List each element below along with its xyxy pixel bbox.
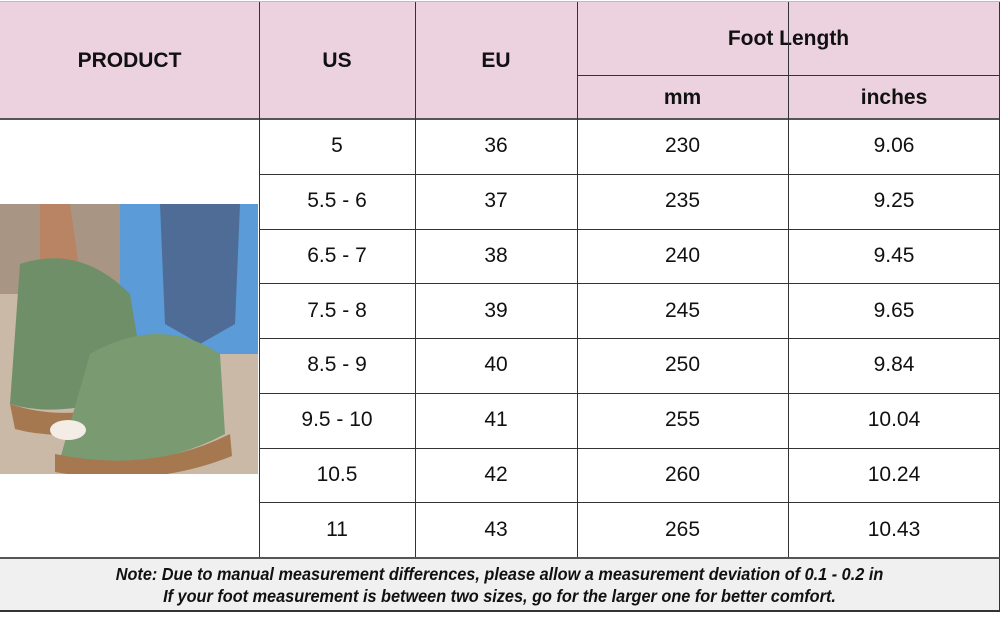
header-us: US	[259, 2, 415, 119]
table-divider	[259, 173, 1000, 175]
cell-eu: 39	[484, 298, 508, 322]
cell-mm: 250	[664, 353, 701, 377]
cell-us: 6.5 - 7	[307, 243, 367, 267]
table-divider	[0, 118, 1000, 120]
cell-inches: 10.43	[867, 517, 921, 541]
cell-eu: 41	[484, 408, 508, 432]
header-product: PRODUCT	[0, 2, 259, 119]
cell-mm: 265	[664, 517, 701, 541]
cell-mm: 240	[664, 243, 701, 267]
cell-us: 5	[331, 134, 343, 158]
cell-eu: 40	[484, 353, 508, 377]
cell-mm: 235	[664, 189, 701, 213]
cell-us: 9.5 - 10	[301, 408, 373, 432]
cell-eu: 37	[484, 189, 508, 213]
table-divider	[259, 2, 260, 557]
header-mm: mm	[577, 76, 788, 119]
cell-us: 8.5 - 9	[307, 353, 367, 377]
cell-us: 11	[326, 517, 348, 541]
product-image	[0, 204, 258, 474]
cell-mm: 255	[664, 408, 701, 432]
cell-inches: 10.04	[867, 408, 921, 432]
cell-inches: 9.65	[873, 298, 915, 322]
table-divider	[259, 502, 1000, 504]
table-divider	[788, 2, 789, 557]
cell-us: 7.5 - 8	[307, 298, 367, 322]
cell-inches: 9.84	[873, 353, 915, 377]
table-divider	[415, 2, 416, 557]
note-line-1: Note: Due to manual measurement differen…	[115, 564, 884, 584]
cell-us: 5.5 - 6	[307, 189, 367, 213]
cell-eu: 36	[484, 134, 508, 158]
table-divider	[259, 228, 1000, 230]
cell-mm: 245	[664, 298, 701, 322]
cell-eu: 38	[484, 243, 508, 267]
header-inches: inches	[788, 76, 1000, 119]
cell-inches: 9.06	[873, 134, 915, 158]
cell-mm: 260	[664, 462, 701, 486]
cell-inches: 9.25	[873, 189, 915, 213]
table-divider	[259, 283, 1000, 285]
cell-eu: 42	[484, 462, 508, 486]
cell-mm: 230	[664, 134, 701, 158]
table-divider	[259, 338, 1000, 339]
cell-us: 10.5	[316, 462, 358, 486]
header-eu: EU	[415, 2, 577, 119]
cell-inches: 9.45	[873, 243, 915, 267]
table-divider	[259, 447, 1000, 449]
table-divider	[0, 1, 1000, 2]
table-divider	[259, 392, 1000, 394]
measurement-note: Note: Due to manual measurement differen…	[0, 557, 1000, 612]
cell-eu: 43	[484, 517, 508, 541]
table-divider	[577, 2, 578, 557]
note-line-2: If your foot measurement is between two …	[163, 586, 836, 606]
cell-inches: 10.24	[867, 462, 921, 486]
